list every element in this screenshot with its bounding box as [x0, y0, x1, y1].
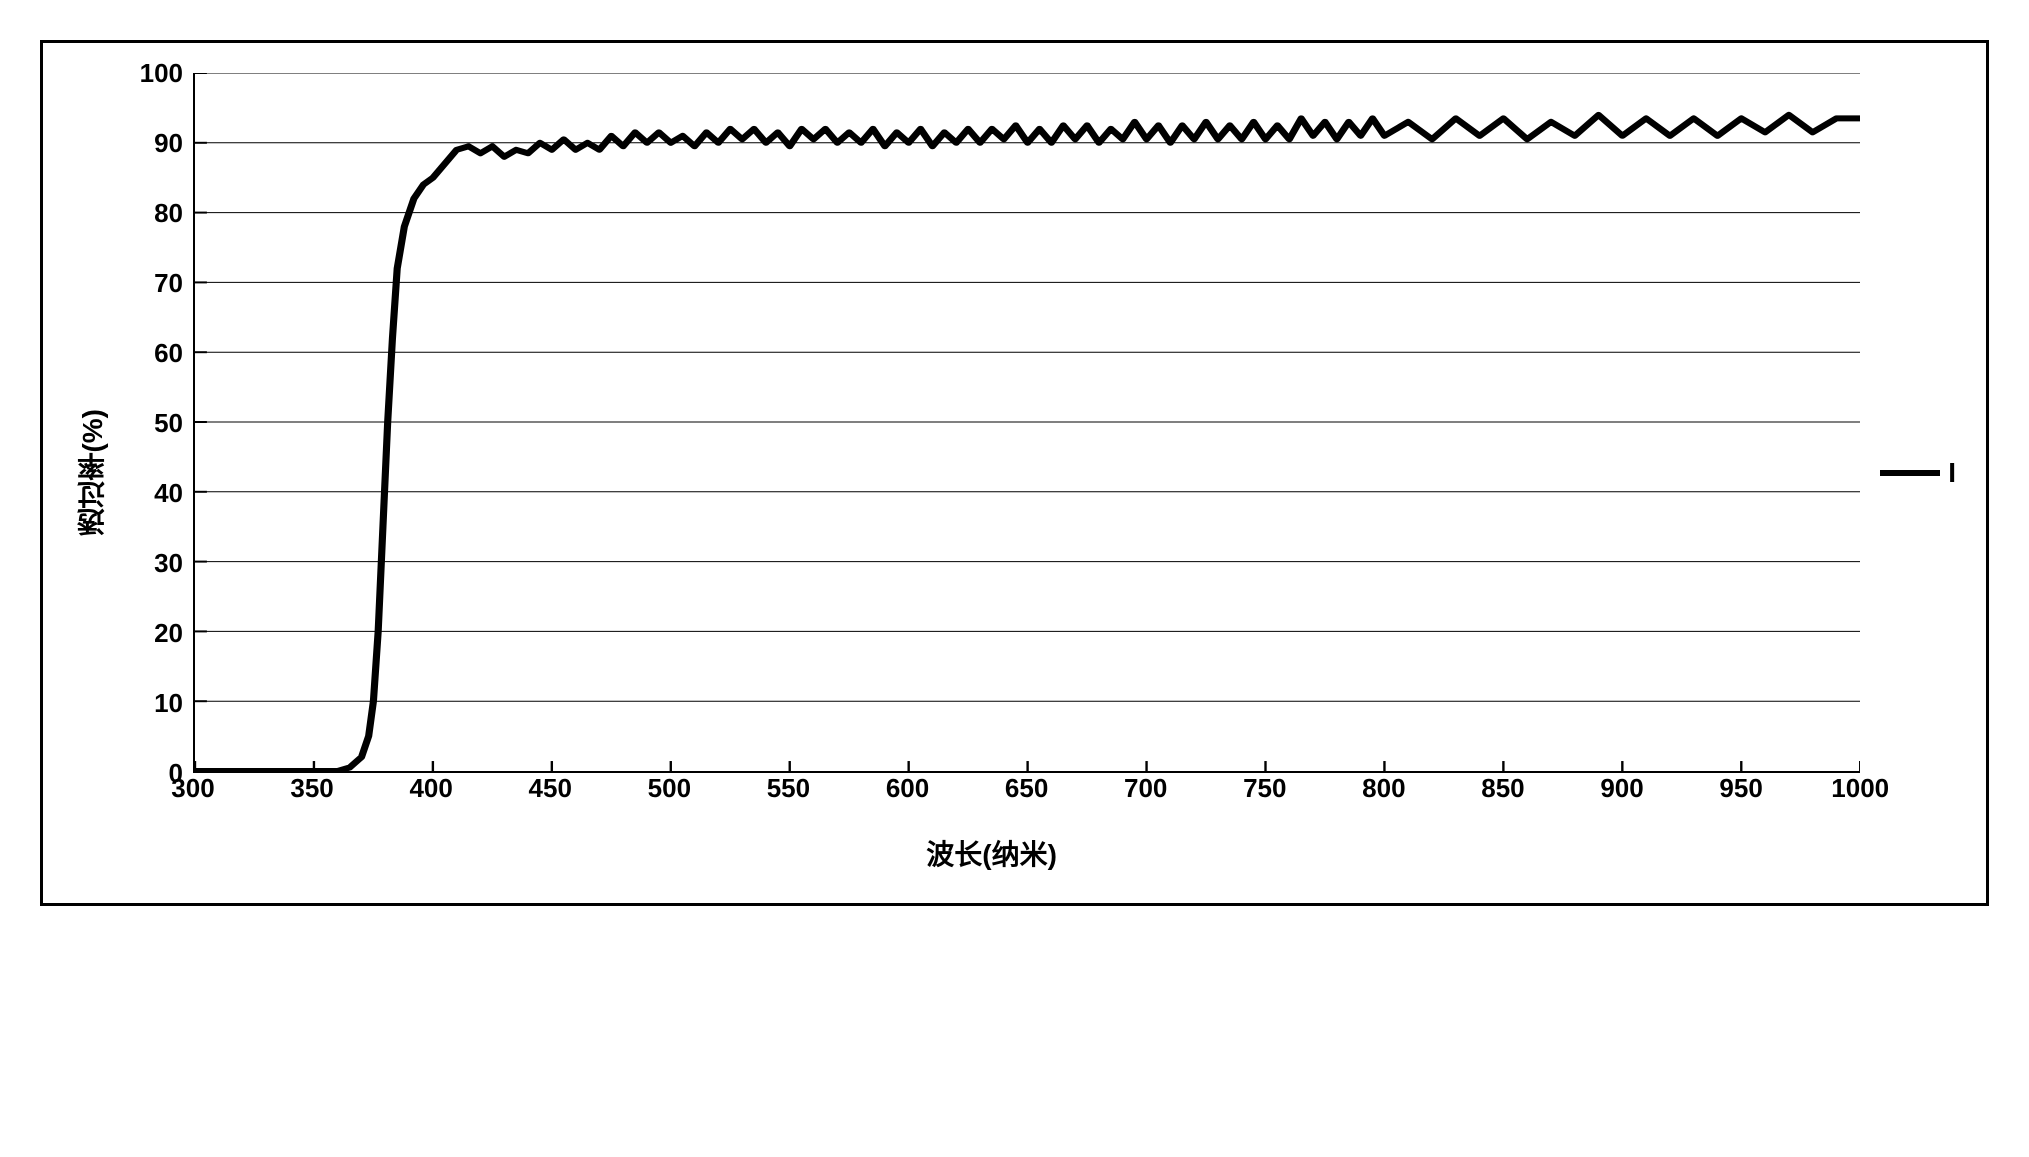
chart-outer-frame: 透过率(%) 1009080706050403020100 3003504004… — [40, 40, 1989, 906]
x-tick: 1000 — [1831, 773, 1889, 804]
y-tick: 50 — [154, 410, 183, 436]
x-tick: 550 — [767, 773, 810, 804]
y-tick: 30 — [154, 550, 183, 576]
y-axis-label: 透过率(%) — [73, 409, 113, 537]
x-tick: 750 — [1243, 773, 1286, 804]
x-tick: 400 — [409, 773, 452, 804]
x-axis-label: 波长(纳米) — [123, 833, 1860, 873]
x-tick: 300 — [171, 773, 214, 804]
y-tick: 40 — [154, 480, 183, 506]
x-tick: 850 — [1481, 773, 1524, 804]
x-tick: 350 — [290, 773, 333, 804]
x-tick: 800 — [1362, 773, 1405, 804]
x-axis-ticks: 3003504004505005506006507007508008509009… — [193, 773, 1860, 813]
y-tick: 10 — [154, 690, 183, 716]
y-tick: 60 — [154, 340, 183, 366]
plot-svg — [195, 73, 1860, 771]
plot-row: 1009080706050403020100 — [123, 73, 1860, 773]
plot-area — [193, 73, 1860, 773]
chart-column: 1009080706050403020100 30035040045050055… — [123, 73, 1860, 873]
x-tick: 900 — [1600, 773, 1643, 804]
x-ticks-row: 300 350 400 450 500 550 600 650 700 750 800 850 900 9… — [123, 773, 1860, 813]
x-tick: 650 — [1005, 773, 1048, 804]
y-axis-ticks: 1009080706050403020100 — [123, 73, 193, 773]
chart-wrapper: 透过率(%) 1009080706050403020100 3003504004… — [73, 73, 1860, 873]
x-tick: 700 — [1124, 773, 1167, 804]
x-tick: 500 — [648, 773, 691, 804]
series-line — [195, 115, 1860, 771]
legend-label: I — [1948, 457, 1956, 489]
y-tick: 80 — [154, 200, 183, 226]
x-tick: 450 — [529, 773, 572, 804]
x-tick: 950 — [1719, 773, 1762, 804]
y-tick: 70 — [154, 270, 183, 296]
legend: I — [1880, 457, 1956, 489]
y-tick: 100 — [140, 60, 183, 86]
x-tick: 600 — [886, 773, 929, 804]
y-tick: 90 — [154, 130, 183, 156]
y-tick: 20 — [154, 620, 183, 646]
legend-line-icon — [1880, 470, 1940, 476]
